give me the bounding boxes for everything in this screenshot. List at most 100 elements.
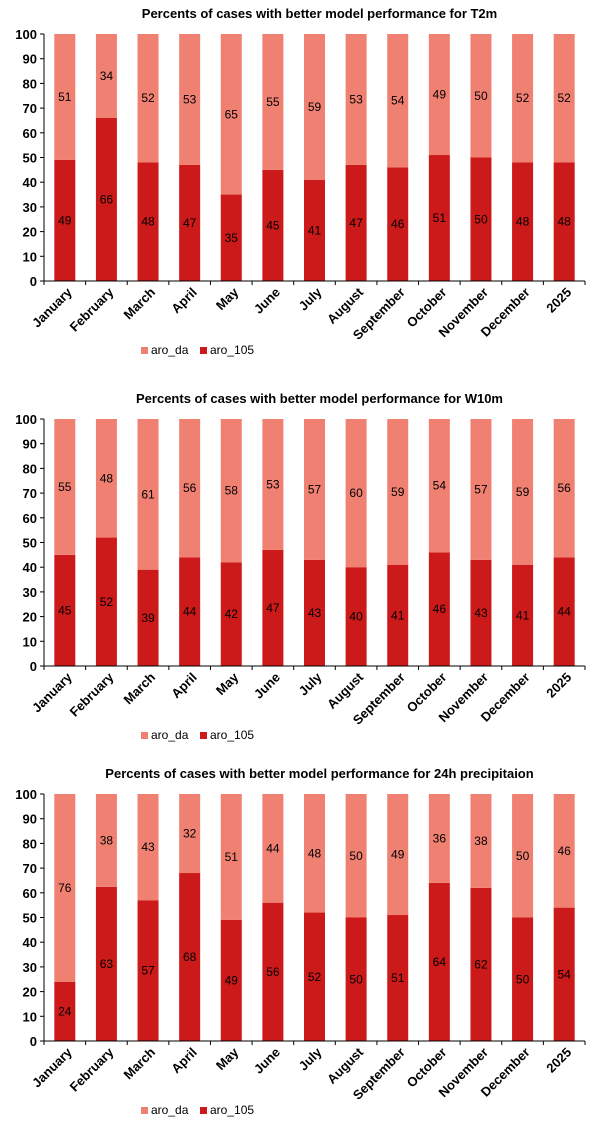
legend-label-aro_da: aro_da xyxy=(151,728,189,742)
bar-aro_105 xyxy=(54,554,76,666)
data-label-aro_105: 49 xyxy=(58,213,72,227)
y-tick-label: 50 xyxy=(23,911,37,926)
bar-aro_105 xyxy=(262,902,284,1041)
x-tick-label: February xyxy=(67,284,117,334)
x-tick-label: June xyxy=(251,285,283,317)
data-label-aro_da: 44 xyxy=(266,841,280,855)
y-tick-label: 60 xyxy=(23,126,37,141)
data-label-aro_da: 59 xyxy=(516,485,530,499)
bar-aro_105 xyxy=(470,559,492,666)
bar-aro_da xyxy=(54,34,76,160)
y-tick-label: 30 xyxy=(23,200,37,215)
bar-aro_105 xyxy=(470,887,492,1041)
bar-aro_105 xyxy=(512,162,534,281)
y-tick-label: 100 xyxy=(15,787,37,802)
chart-title: Percents of cases with better model perf… xyxy=(105,766,533,781)
bar-aro_da xyxy=(387,34,409,168)
data-label-aro_105: 50 xyxy=(349,972,363,986)
data-label-aro_105: 24 xyxy=(58,1004,72,1018)
data-label-aro_da: 57 xyxy=(308,482,322,496)
y-tick-label: 70 xyxy=(23,861,37,876)
bar-aro_105 xyxy=(54,981,76,1041)
legend-label-aro_105: aro_105 xyxy=(210,728,254,742)
bar-aro_da xyxy=(95,419,117,538)
data-label-aro_da: 56 xyxy=(183,481,197,495)
x-tick-label: February xyxy=(67,669,117,719)
data-label-aro_da: 52 xyxy=(141,91,155,105)
bar-aro_105 xyxy=(137,569,159,666)
chart-title: Percents of cases with better model perf… xyxy=(142,6,497,21)
x-tick-label: February xyxy=(67,1044,117,1094)
data-label-aro_da: 53 xyxy=(266,477,280,491)
x-tick-label: March xyxy=(120,284,158,322)
bar-aro_da xyxy=(470,419,492,560)
bar-aro_105 xyxy=(262,169,284,281)
data-label-aro_da: 43 xyxy=(141,840,155,854)
bar-aro_105 xyxy=(95,537,117,666)
bar-aro_da xyxy=(179,419,201,558)
x-tick-label: April xyxy=(168,1045,200,1077)
y-tick-label: 100 xyxy=(15,27,37,42)
data-label-aro_105: 48 xyxy=(558,215,572,229)
bar-aro_105 xyxy=(387,915,409,1041)
bar-aro_da xyxy=(428,34,450,156)
data-label-aro_105: 57 xyxy=(141,964,155,978)
bar-aro_da xyxy=(137,34,159,163)
x-tick-label: 2025 xyxy=(543,285,574,316)
bar-aro_105 xyxy=(428,155,450,281)
data-label-aro_105: 47 xyxy=(183,216,197,230)
x-tick-label: April xyxy=(168,285,200,317)
bar-aro_da xyxy=(553,419,575,558)
bar-aro_105 xyxy=(428,552,450,666)
y-tick-label: 0 xyxy=(30,274,37,289)
y-tick-label: 0 xyxy=(30,1034,37,1049)
data-label-aro_da: 48 xyxy=(100,471,114,485)
y-tick-label: 90 xyxy=(23,437,37,452)
bar-aro_105 xyxy=(345,164,367,281)
data-label-aro_105: 52 xyxy=(100,595,114,609)
legend: aro_da aro_105 xyxy=(141,728,254,742)
data-label-aro_105: 54 xyxy=(558,967,572,981)
bar-aro_105 xyxy=(220,919,242,1041)
y-tick-label: 40 xyxy=(23,935,37,950)
y-tick-label: 20 xyxy=(23,225,37,240)
data-label-aro_da: 59 xyxy=(308,100,322,114)
bar-aro_105 xyxy=(553,907,575,1041)
x-tick-label: April xyxy=(168,670,200,702)
bar-aro_da xyxy=(137,419,159,570)
x-tick-label: May xyxy=(213,669,242,698)
y-tick-label: 0 xyxy=(30,659,37,674)
y-tick-label: 100 xyxy=(15,412,37,427)
bar-aro_105 xyxy=(220,562,242,666)
legend-swatch-aro_da xyxy=(141,1107,148,1114)
bar-aro_105 xyxy=(512,917,534,1041)
bar-aro_da xyxy=(470,34,492,158)
data-label-aro_105: 43 xyxy=(474,606,488,620)
data-label-aro_da: 50 xyxy=(516,849,530,863)
bar-aro_da xyxy=(179,794,201,874)
data-label-aro_da: 65 xyxy=(225,107,239,121)
data-label-aro_da: 55 xyxy=(58,480,72,494)
x-tick-label: July xyxy=(296,284,326,314)
bar-aro_da xyxy=(220,419,242,563)
y-tick-label: 50 xyxy=(23,151,37,166)
data-label-aro_105: 41 xyxy=(308,223,322,237)
bar-aro_da xyxy=(304,794,325,913)
data-label-aro_105: 35 xyxy=(225,231,239,245)
data-label-aro_da: 36 xyxy=(433,831,447,845)
bar-aro_da xyxy=(220,34,242,195)
bar-aro_da xyxy=(304,34,325,180)
x-tick-label: July xyxy=(296,1044,326,1074)
data-label-aro_105: 51 xyxy=(391,971,405,985)
bar-aro_da xyxy=(345,419,367,568)
bar-aro_da xyxy=(512,34,534,163)
data-label-aro_105: 66 xyxy=(100,192,114,206)
legend: aro_da aro_105 xyxy=(141,343,254,357)
legend-label-aro_105: aro_105 xyxy=(210,1103,254,1117)
bar-aro_105 xyxy=(345,917,367,1041)
data-label-aro_da: 60 xyxy=(349,486,363,500)
data-label-aro_da: 53 xyxy=(183,92,197,106)
x-tick-label: 2025 xyxy=(543,670,574,701)
x-tick-label: March xyxy=(120,1044,158,1082)
data-label-aro_105: 50 xyxy=(516,972,530,986)
